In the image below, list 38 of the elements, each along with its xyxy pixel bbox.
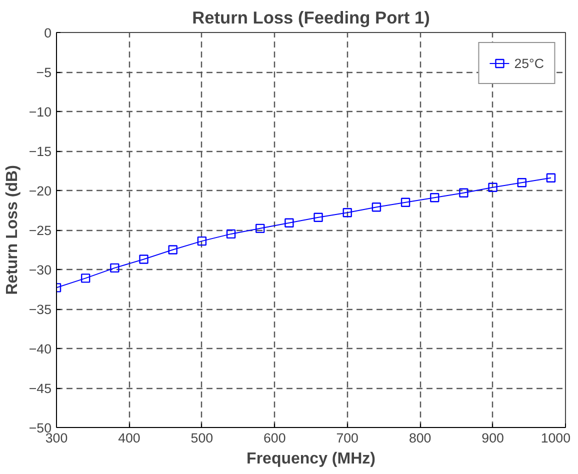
point (400, 198, 410, 207)
point (256, 224, 265, 234)
y-tick-label: 0 (44, 26, 52, 40)
y-tick-label: −25 (28, 223, 52, 238)
x-tick-label: 500 (190, 430, 214, 446)
point (110, 263, 120, 273)
x-tick-label: 900 (482, 430, 504, 446)
point (342, 208, 352, 218)
chart-title: Return Loss (Feeding Port 1) (192, 8, 430, 28)
point (139, 254, 148, 264)
point (459, 188, 468, 198)
x-tick-label: 800 (408, 430, 432, 446)
point (197, 236, 207, 246)
point (488, 182, 498, 192)
y-axis-title: Return Loss (dB) (4, 165, 21, 295)
y-tick-label: −40 (28, 342, 52, 356)
point (517, 178, 526, 188)
point (430, 193, 440, 202)
x-tick-label: 600 (264, 430, 286, 446)
y-tick-label: −45 (28, 381, 52, 396)
y-tick-label: −30 (28, 262, 52, 278)
point (226, 229, 236, 239)
point (168, 245, 178, 254)
point (314, 212, 323, 222)
x-tick-label: 700 (336, 430, 358, 446)
point (80, 274, 90, 283)
point (546, 173, 556, 182)
x-tick-label: 1000 (540, 430, 571, 446)
y-tick-label: −20 (28, 184, 52, 198)
point (372, 202, 382, 212)
y-tick-label: −15 (28, 144, 52, 159)
y-tick-label: −35 (28, 302, 52, 317)
point (284, 218, 294, 228)
x-tick-label: 400 (118, 430, 140, 446)
x-axis-title: Frequency (MHz) (246, 450, 376, 468)
y-tick-label: −10 (28, 104, 52, 120)
y-tick-label: −5 (36, 65, 52, 80)
legend-label: 25°C (514, 56, 544, 70)
